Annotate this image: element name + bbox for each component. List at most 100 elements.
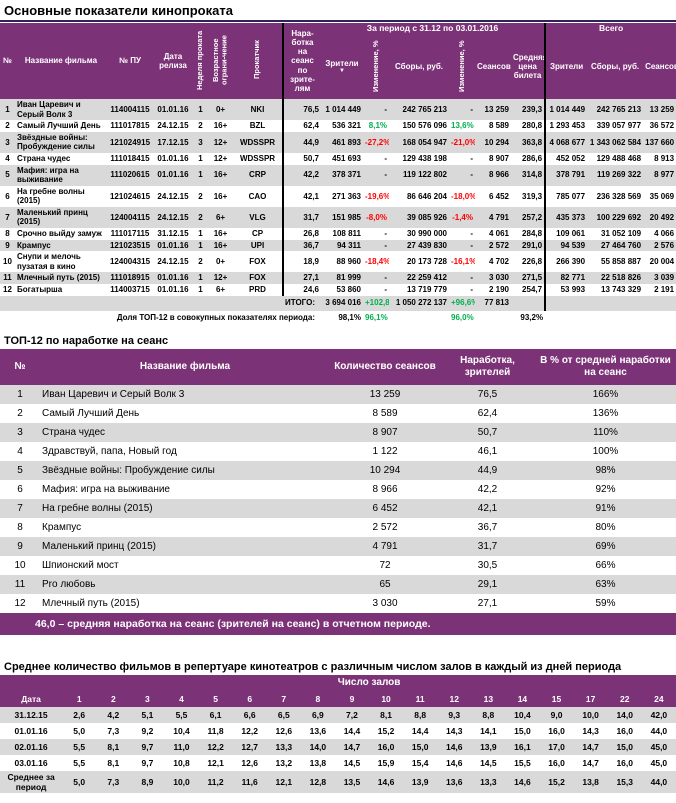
top12-rank-cell: 7 [0, 498, 40, 518]
film-row: 2 Самый Лучший День 111017815 24.12.15 2… [0, 120, 676, 132]
col-header-change2: Изменение, % [449, 34, 475, 99]
total-viewers-cell: 452 052 [556, 153, 586, 163]
top12-per-session-cell: 44,9 [440, 460, 535, 480]
viewers-cell: 88 960 [336, 257, 361, 267]
age-cell: 16+ [213, 121, 228, 131]
col-header-week: Неделя проката [193, 23, 208, 99]
value-cell: 9,3 [437, 706, 472, 723]
top12-rank-cell: 5 [0, 460, 40, 480]
rank-cell: 6 [5, 191, 10, 201]
change1-label: Изменение, % [370, 40, 380, 92]
hall-count-header: 9 [334, 690, 370, 707]
top12-name-cell: Звёздные войны: Пробуждение силы [40, 460, 330, 480]
date-cell: 03.01.16 [14, 757, 48, 768]
value-cell: 7,2 [334, 706, 370, 723]
per-session-cell: 24,6 [303, 285, 319, 295]
hall-count-header: 1 [62, 690, 97, 707]
viewers-cell: 151 985 [321, 206, 363, 229]
per-session-cell: 26,8 [303, 229, 319, 239]
viewers-cell: 108 811 [332, 229, 361, 239]
gross-change-cell: - [449, 98, 475, 121]
per-session-cell: 36,7 [283, 239, 321, 252]
total-viewers-cell: 1 293 453 [549, 121, 586, 131]
film-row: 3 Звёздные войны: Пробуждение силы 12102… [0, 131, 676, 153]
top12-name-cell: Pro любовь [40, 574, 330, 594]
total-gross-cell: 119 269 322 [587, 164, 644, 186]
viewers-cell: 378 371 [321, 164, 363, 186]
viewers-change-cell: - [384, 285, 387, 295]
top12-footer-note: 46,0 – средняя наработка на сеанс (зрите… [0, 612, 676, 635]
rank-cell: 5 [0, 164, 15, 186]
value-cell: 10,4 [173, 725, 190, 736]
pu-cell: 111018915 [107, 272, 153, 285]
gross-cell: 13 719 779 [406, 285, 447, 295]
rank-cell: 7 [0, 206, 15, 229]
top12-per-session-cell: 50,7 [440, 422, 535, 442]
per-session-cell: 62,4 [303, 121, 319, 131]
hall-count-header: 13 [471, 690, 506, 707]
rank-cell: 10 [3, 257, 12, 267]
halls-table: Дата Число залов 1 2 3 4 5 6 7 8 9 10 11… [0, 674, 676, 793]
top12-row: 4 Здравствуй, папа, Новый год 1 122 46,1… [0, 442, 676, 461]
avg-ticket-cell: 257,2 [511, 206, 547, 229]
total-gross-cell: 242 765 213 [587, 98, 644, 121]
total-sessions-cell: 3 039 [643, 272, 676, 285]
rank-cell: 2 [5, 121, 10, 131]
share-viewers: 98,1% [321, 310, 363, 326]
halls-number-row: 1 2 3 4 5 6 7 8 9 10 11 12 13 14 15 17 2… [0, 690, 676, 707]
top12-percent-cell: 110% [535, 422, 676, 442]
halls-group-header: Число залов [62, 674, 676, 691]
gross-change-cell: -1,4% [449, 206, 475, 229]
value-cell: 6,5 [266, 706, 301, 723]
rank-cell: 4 [5, 153, 10, 163]
week-cell: 2 [198, 121, 203, 131]
value-cell: 14,0 [607, 706, 642, 723]
film-row: 11 Млечный путь (2015) 111018915 01.01.1… [0, 272, 676, 285]
share-gross: 96,1% [363, 310, 389, 326]
avg-ticket-cell: 226,8 [511, 251, 547, 273]
distributor-cell: CRP [233, 164, 284, 186]
pu-cell: 111017815 [110, 121, 150, 131]
top12-sessions-cell: 4 791 [330, 536, 440, 556]
totals-empty-price [511, 295, 547, 311]
film-name-cell: Страна чудес [17, 153, 71, 163]
col-header-num: № [0, 23, 15, 99]
total-sessions-cell: 13 259 [643, 98, 676, 121]
totals-empty-2 [587, 295, 644, 311]
value-cell: 13,8 [309, 757, 327, 768]
avg-value: 5,0 [62, 770, 97, 793]
film-row: 8 Срочно выйду замуж 111017115 31.12.15 … [0, 228, 676, 240]
date-cell: 02.01.16 [0, 738, 63, 755]
rank-cell: 1 [0, 98, 15, 121]
value-cell: 16,0 [369, 738, 404, 755]
distributor-cell: BZL [233, 120, 284, 132]
avg-value: 10,0 [164, 770, 199, 793]
top12-per-session-cell: 36,7 [477, 521, 498, 533]
hall-count-header: 10 [369, 690, 404, 707]
viewers-sort-header[interactable]: Зрители ▼ [321, 34, 363, 99]
film-row: 1 Иван Царевич и Серый Волк 3 114004115 … [0, 98, 676, 121]
release-date-cell: 01.01.16 [157, 153, 189, 163]
top12-sessions-cell: 13 259 [330, 384, 440, 404]
release-date-cell: 17.12.15 [153, 131, 193, 153]
total-group-header: Всего [545, 23, 676, 35]
avg-value: 15,3 [607, 770, 642, 793]
value-cell: 7,3 [107, 725, 120, 736]
total-gross-cell: 129 488 468 [596, 153, 642, 163]
film-row: 5 Мафия: игра на выживание 111020615 01.… [0, 164, 676, 186]
top12-name-cell: Шпионский мост [42, 559, 119, 571]
value-cell: 5,1 [130, 706, 165, 723]
total-viewers-cell: 785 077 [556, 191, 586, 201]
value-cell: 14,6 [445, 757, 463, 768]
value-cell: 16,0 [548, 757, 565, 768]
value-cell: 9,7 [141, 757, 154, 768]
viewers-change-cell: -27,2% [363, 131, 389, 153]
value-cell: 8,1 [369, 706, 404, 723]
pu-cell: 114004115 [107, 98, 153, 121]
avg-ticket-cell: 239,3 [511, 98, 547, 121]
avg-value: 14,6 [505, 770, 540, 793]
release-date-cell: 01.01.16 [153, 272, 193, 285]
top12-per-session-cell: 46,1 [477, 445, 498, 457]
value-cell: 12,6 [241, 757, 258, 768]
week-cell: 1 [198, 153, 203, 163]
